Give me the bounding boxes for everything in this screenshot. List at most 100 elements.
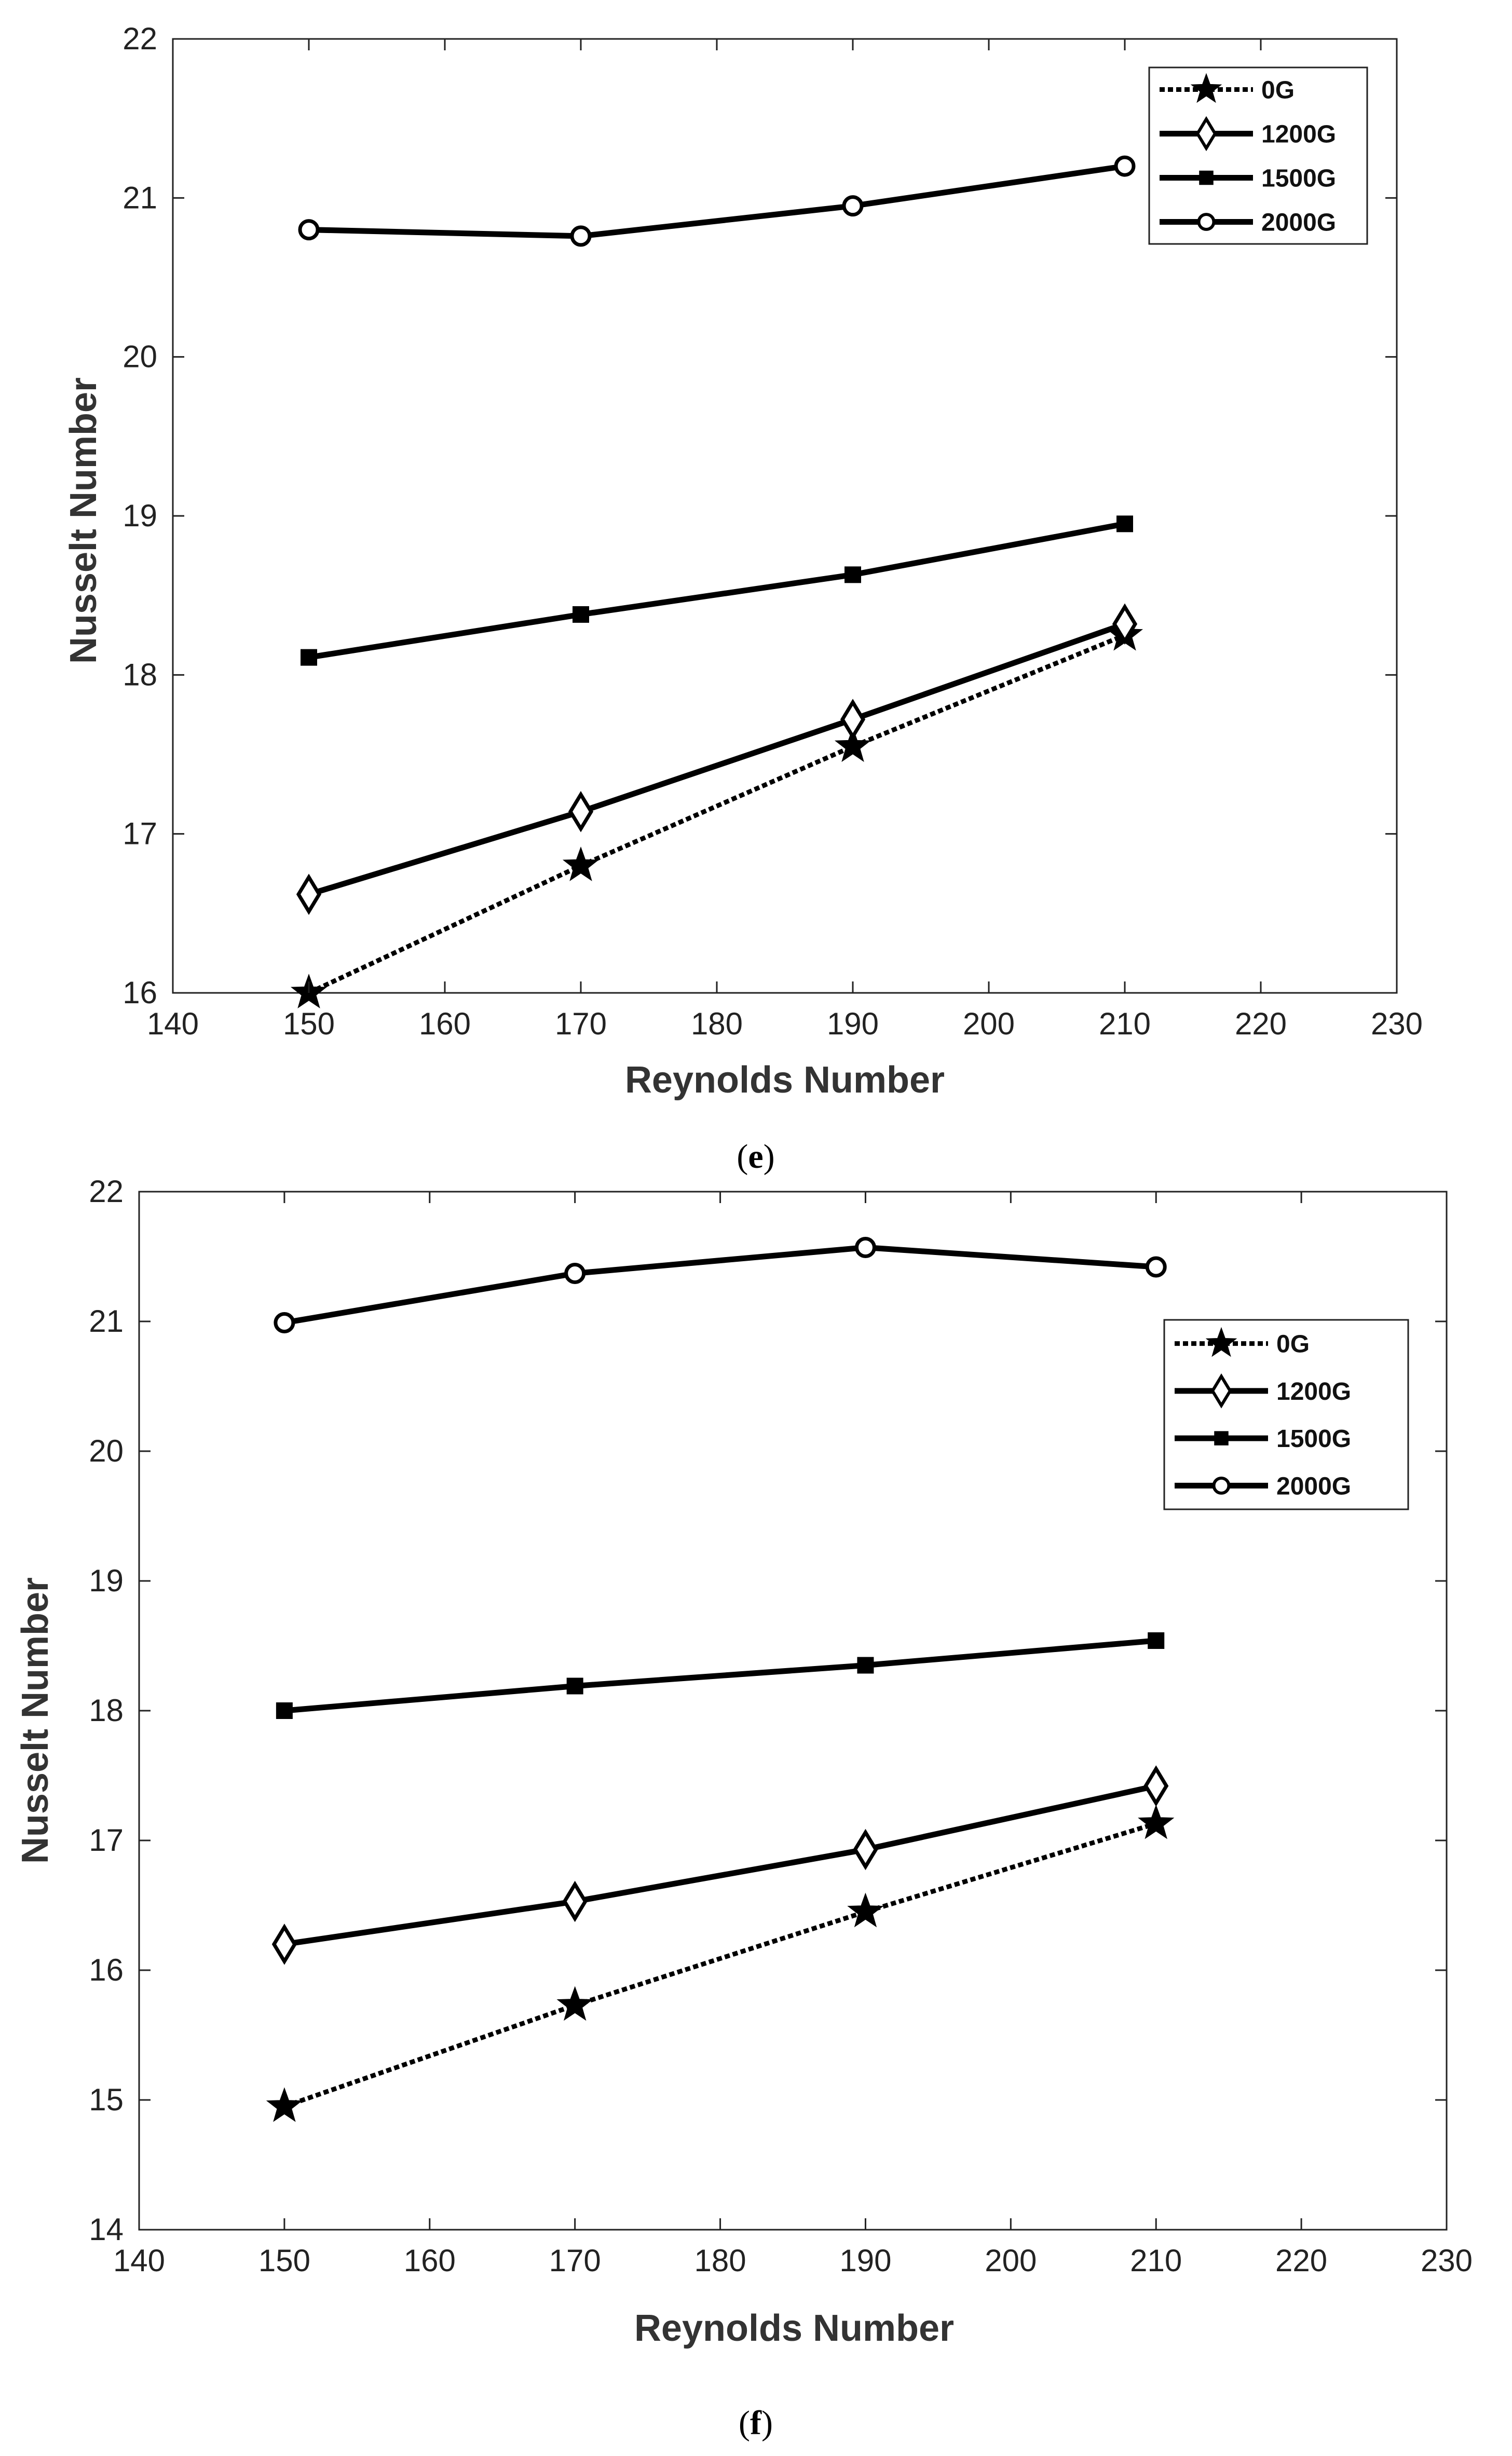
chart-f-x-tick-label: 160	[404, 2243, 456, 2278]
chart-e-point-2000g-150	[298, 219, 320, 241]
chart-f-y-tick-label: 14	[89, 2212, 124, 2247]
chart-f-legend: 0G 1200G 1500G 2000G	[1163, 1319, 1409, 1510]
chart-e-y-tick-label: 21	[122, 180, 157, 215]
chart-f-legend-label-2000g: 2000G	[1276, 1472, 1351, 1500]
chart-f-point-1200g-210	[1143, 1765, 1169, 1807]
chart-e-caption: (e)	[737, 1138, 774, 1176]
chart-e-y-tick-label: 16	[122, 975, 157, 1010]
chart-e-point-2000g-190	[842, 195, 864, 217]
chart-e-legend-box	[1148, 66, 1368, 245]
chart-f-series	[266, 1237, 1175, 2122]
chart-f-point-1200g-170	[562, 1880, 588, 1922]
chart-f-ticks: 140 150 160 170 180 190 200 210 220 230 14 15 16 17 18…	[89, 1174, 1473, 2278]
chart-f-y-tick-label: 16	[89, 1953, 124, 1987]
chart-e-y-tick-label: 20	[122, 339, 157, 374]
chart-e-point-1200g-150	[296, 874, 322, 915]
chart-e-x-tick-label: 170	[555, 1006, 607, 1041]
chart-f-x-tick-label: 140	[113, 2243, 165, 2278]
chart-f-y-tick-label: 17	[89, 1823, 124, 1858]
chart-e-point-1500g-150	[301, 649, 317, 666]
chart-e-x-tick-label: 200	[963, 1006, 1015, 1041]
chart-f-caption-open: (	[739, 2404, 750, 2442]
chart-f-legend-marker-1500g	[1214, 1431, 1229, 1445]
chart-f-y-tick-label: 18	[89, 1693, 124, 1728]
chart-f-legend-marker-1200g	[1210, 1373, 1232, 1409]
chart-e: 140 150 160 170 180 190 200 210 220 230 16 17 18 19 20…	[63, 21, 1423, 1176]
chart-e-point-1500g-170	[573, 606, 589, 623]
chart-f-x-tick-label: 200	[985, 2243, 1037, 2278]
chart-f-x-axis-label: Reynolds Number	[634, 2308, 954, 2349]
chart-e-legend-label-1200g: 1200G	[1261, 121, 1336, 148]
chart-f-x-tick-label: 170	[549, 2243, 601, 2278]
chart-f-x-tick-label: 180	[694, 2243, 746, 2278]
chart-f-series-line-2000g	[283, 1245, 1156, 1326]
chart-f-legend-marker-0g	[1205, 1327, 1237, 1357]
chart-e-legend-label-2000g: 2000G	[1261, 209, 1336, 237]
chart-e-point-0g-190	[834, 727, 871, 762]
chart-f-series-line-0g	[283, 1821, 1157, 2109]
chart-e-point-1500g-210	[1116, 515, 1133, 533]
chart-f-point-0g-210	[1138, 1804, 1175, 1839]
chart-e-series-line-2000g	[308, 163, 1125, 239]
chart-e-series-line-1500g	[308, 521, 1126, 661]
chart-f-y-axis-label: Nusselt Number	[15, 1577, 56, 1864]
chart-e-legend-marker-0g	[1190, 73, 1222, 103]
chart-e-x-axis-label: Reynolds Number	[625, 1059, 945, 1101]
chart-f-x-tick-label: 220	[1275, 2243, 1327, 2278]
chart-f-point-1500g-190	[857, 1657, 874, 1674]
chart-e-x-tick-label: 230	[1371, 1006, 1423, 1041]
chart-e-y-tick-label: 19	[122, 498, 157, 533]
chart-e-y-axis-label: Nusselt Number	[63, 377, 104, 664]
chart-f-legend-label-1500g: 1500G	[1276, 1425, 1351, 1453]
chart-f-y-tick-label: 20	[89, 1434, 124, 1468]
chart-f-x-tick-label: 190	[839, 2243, 891, 2278]
chart-f-point-2000g-190	[854, 1237, 876, 1258]
chart-e-caption-letter: e	[748, 1138, 763, 1176]
chart-f-point-1500g-210	[1148, 1632, 1165, 1649]
chart-e-point-1200g-190	[840, 699, 866, 740]
chart-e-legend-marker-1200g	[1195, 116, 1217, 152]
chart-e-series-line-0g	[308, 633, 1126, 995]
chart-f-point-0g-170	[556, 1986, 593, 2021]
chart-e-legend-marker-1500g	[1199, 170, 1214, 185]
chart-f-x-tick-label: 210	[1130, 2243, 1182, 2278]
chart-e-x-tick-label: 190	[827, 1006, 879, 1041]
chart-f-point-1200g-150	[271, 1923, 297, 1965]
chart-e-x-tick-label: 210	[1099, 1006, 1151, 1041]
chart-f-point-2000g-170	[564, 1263, 586, 1284]
chart-f-series-line-1200g	[284, 1783, 1157, 1947]
chart-f-caption-letter: f	[750, 2404, 762, 2442]
chart-e-y-tick-label: 17	[122, 816, 157, 851]
chart-f-point-2000g-150	[274, 1312, 295, 1333]
chart-f-point-1500g-170	[566, 1677, 583, 1695]
chart-f-point-2000g-210	[1145, 1256, 1167, 1278]
chart-e-caption-close: )	[764, 1138, 775, 1176]
chart-e-caption-open: (	[737, 1138, 748, 1176]
chart-e-x-tick-label: 150	[283, 1006, 335, 1041]
chart-f-series-line-1500g	[284, 1638, 1156, 1714]
chart-f: 140 150 160 170 180 190 200 210 220 230 14 15 16 17 18…	[15, 1174, 1473, 2442]
chart-e-legend-label-0g: 0G	[1261, 77, 1295, 104]
chart-f-y-tick-label: 21	[89, 1304, 124, 1339]
chart-e-x-tick-label: 160	[419, 1006, 471, 1041]
chart-e-legend-marker-2000g	[1197, 213, 1216, 231]
chart-f-point-1200g-190	[853, 1829, 878, 1871]
chart-e-legend: 0G 1200G 1500G 2000G	[1148, 66, 1368, 245]
chart-f-legend-label-1200g: 1200G	[1276, 1378, 1351, 1406]
chart-e-point-0g-170	[562, 846, 600, 881]
chart-e-series-line-1200g	[308, 621, 1126, 897]
chart-e-point-1500g-190	[844, 566, 861, 583]
chart-f-legend-label-0g: 0G	[1276, 1331, 1310, 1358]
chart-f-legend-marker-2000g	[1212, 1476, 1231, 1495]
chart-f-legend-box	[1163, 1319, 1409, 1510]
chart-e-series	[290, 155, 1143, 1008]
chart-e-x-tick-label: 140	[147, 1006, 199, 1041]
chart-f-point-0g-190	[847, 1892, 884, 1928]
chart-f-point-0g-150	[266, 2087, 303, 2122]
chart-f-y-tick-label: 22	[89, 1174, 124, 1209]
chart-e-x-tick-label: 180	[691, 1006, 743, 1041]
chart-f-x-tick-label: 150	[258, 2243, 310, 2278]
chart-e-y-tick-label: 22	[122, 21, 157, 56]
